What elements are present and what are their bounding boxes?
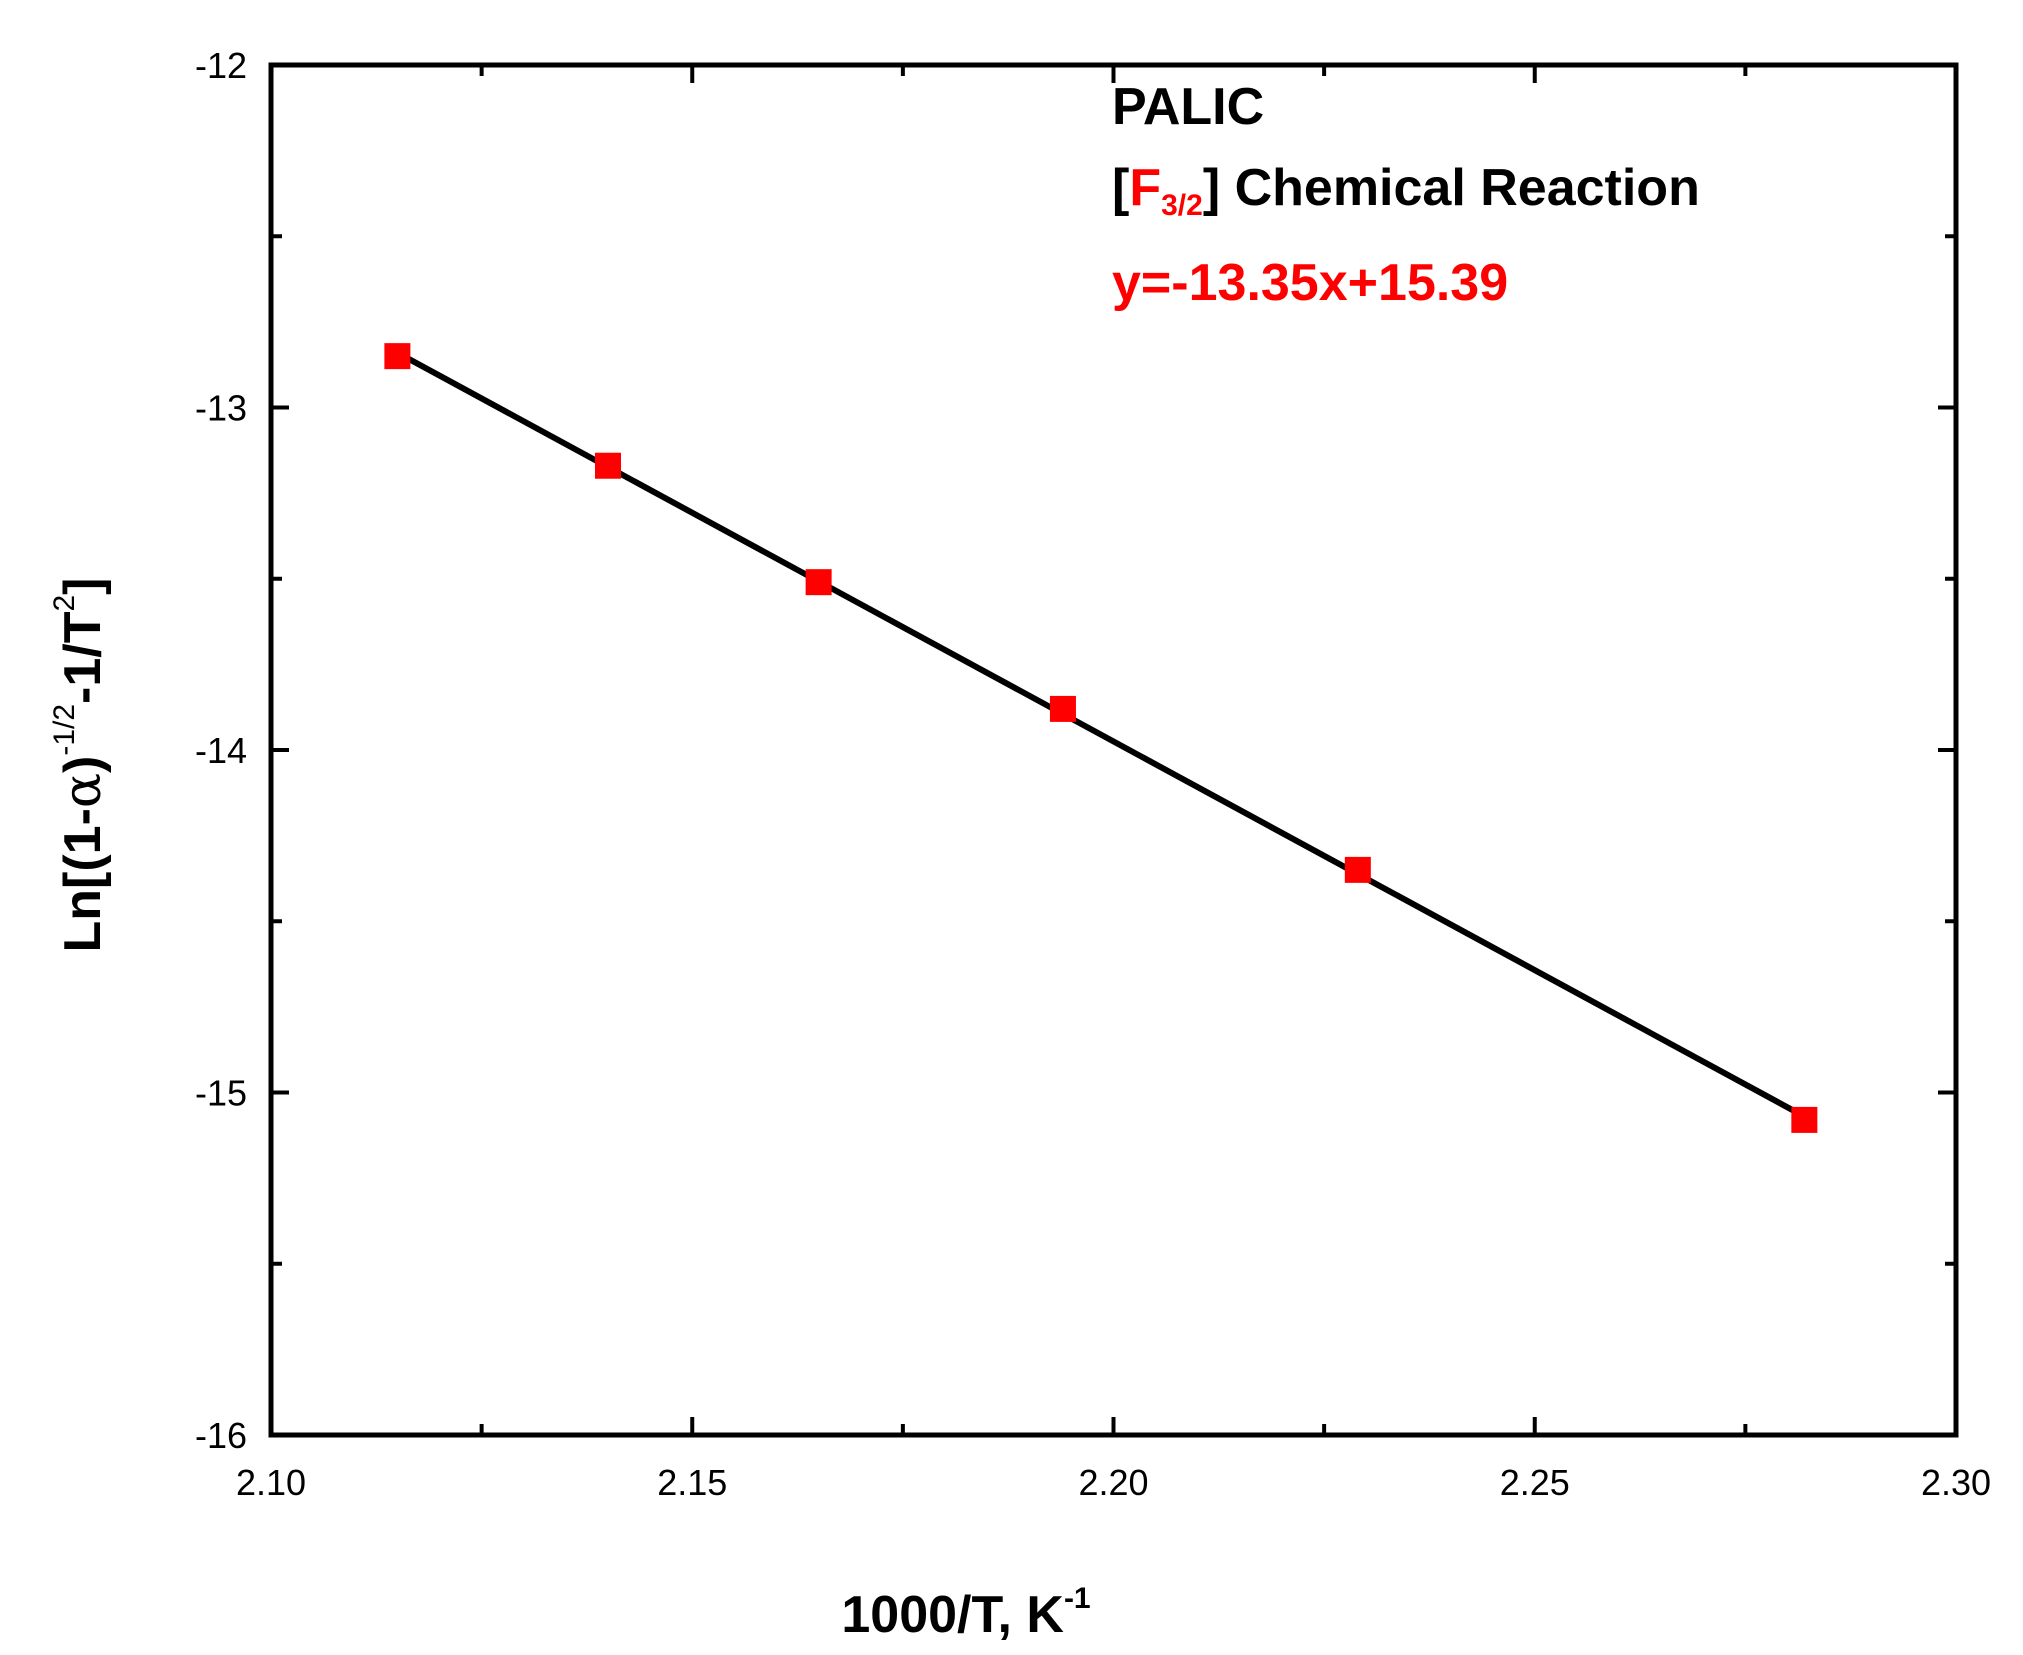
y-axis-title-part1: Ln[(1- xyxy=(54,808,112,952)
y-tick-label: -12 xyxy=(195,45,247,86)
tick-labels: 2.10 2.15 2.20 2.25 2.30 -16 -15 -14 -13 -12 xyxy=(195,45,1991,1503)
annotation-reaction: [F3/2] Chemical Reaction xyxy=(1112,159,1700,222)
data-point xyxy=(805,569,832,596)
annotation-reaction-text: ] Chemical Reaction xyxy=(1203,159,1700,217)
x-tick-label: 2.30 xyxy=(1921,1462,1991,1503)
y-tick-label: -15 xyxy=(195,1073,247,1114)
x-axis-title: 1000/T, K-1 xyxy=(841,1582,1090,1644)
annotation-f: F xyxy=(1129,159,1161,217)
data-point xyxy=(1791,1106,1818,1133)
x-axis-title-base: 1000/T, K xyxy=(841,1586,1064,1644)
data-point xyxy=(1049,695,1076,722)
annotation-f-sub: 3/2 xyxy=(1161,189,1203,222)
x-tick-label: 2.10 xyxy=(236,1462,306,1503)
data-point xyxy=(595,452,621,479)
annotation-title: PALIC xyxy=(1112,78,1264,136)
y-axis-title-part2: ) xyxy=(54,756,112,773)
data-point xyxy=(1344,856,1371,883)
x-tick-label: 2.20 xyxy=(1078,1462,1148,1503)
ticks xyxy=(269,63,1958,1437)
y-axis-title-part4: ] xyxy=(54,577,112,594)
fit-line xyxy=(395,350,1806,1120)
y-axis-title-alpha: α xyxy=(53,773,113,808)
y-tick-label: -16 xyxy=(195,1415,247,1456)
series xyxy=(384,343,1818,1133)
x-tick-label: 2.25 xyxy=(1500,1462,1570,1503)
y-axis-title-part3: -1/T xyxy=(54,611,112,704)
annotation-bracket-open: [ xyxy=(1112,159,1129,217)
y-tick-label: -13 xyxy=(195,388,247,429)
x-tick-label: 2.15 xyxy=(657,1462,727,1503)
annotation-equation: y=-13.35x+15.39 xyxy=(1112,254,1508,312)
y-axis-title-sup1: -1/2 xyxy=(48,704,81,756)
y-axis-title: Ln[(1-α)-1/2-1/T2] xyxy=(48,577,113,952)
x-axis-title-sup: -1 xyxy=(1064,1582,1091,1615)
y-axis-title-sup2: 2 xyxy=(48,595,81,612)
y-tick-label: -14 xyxy=(195,730,247,771)
data-point xyxy=(384,343,411,370)
